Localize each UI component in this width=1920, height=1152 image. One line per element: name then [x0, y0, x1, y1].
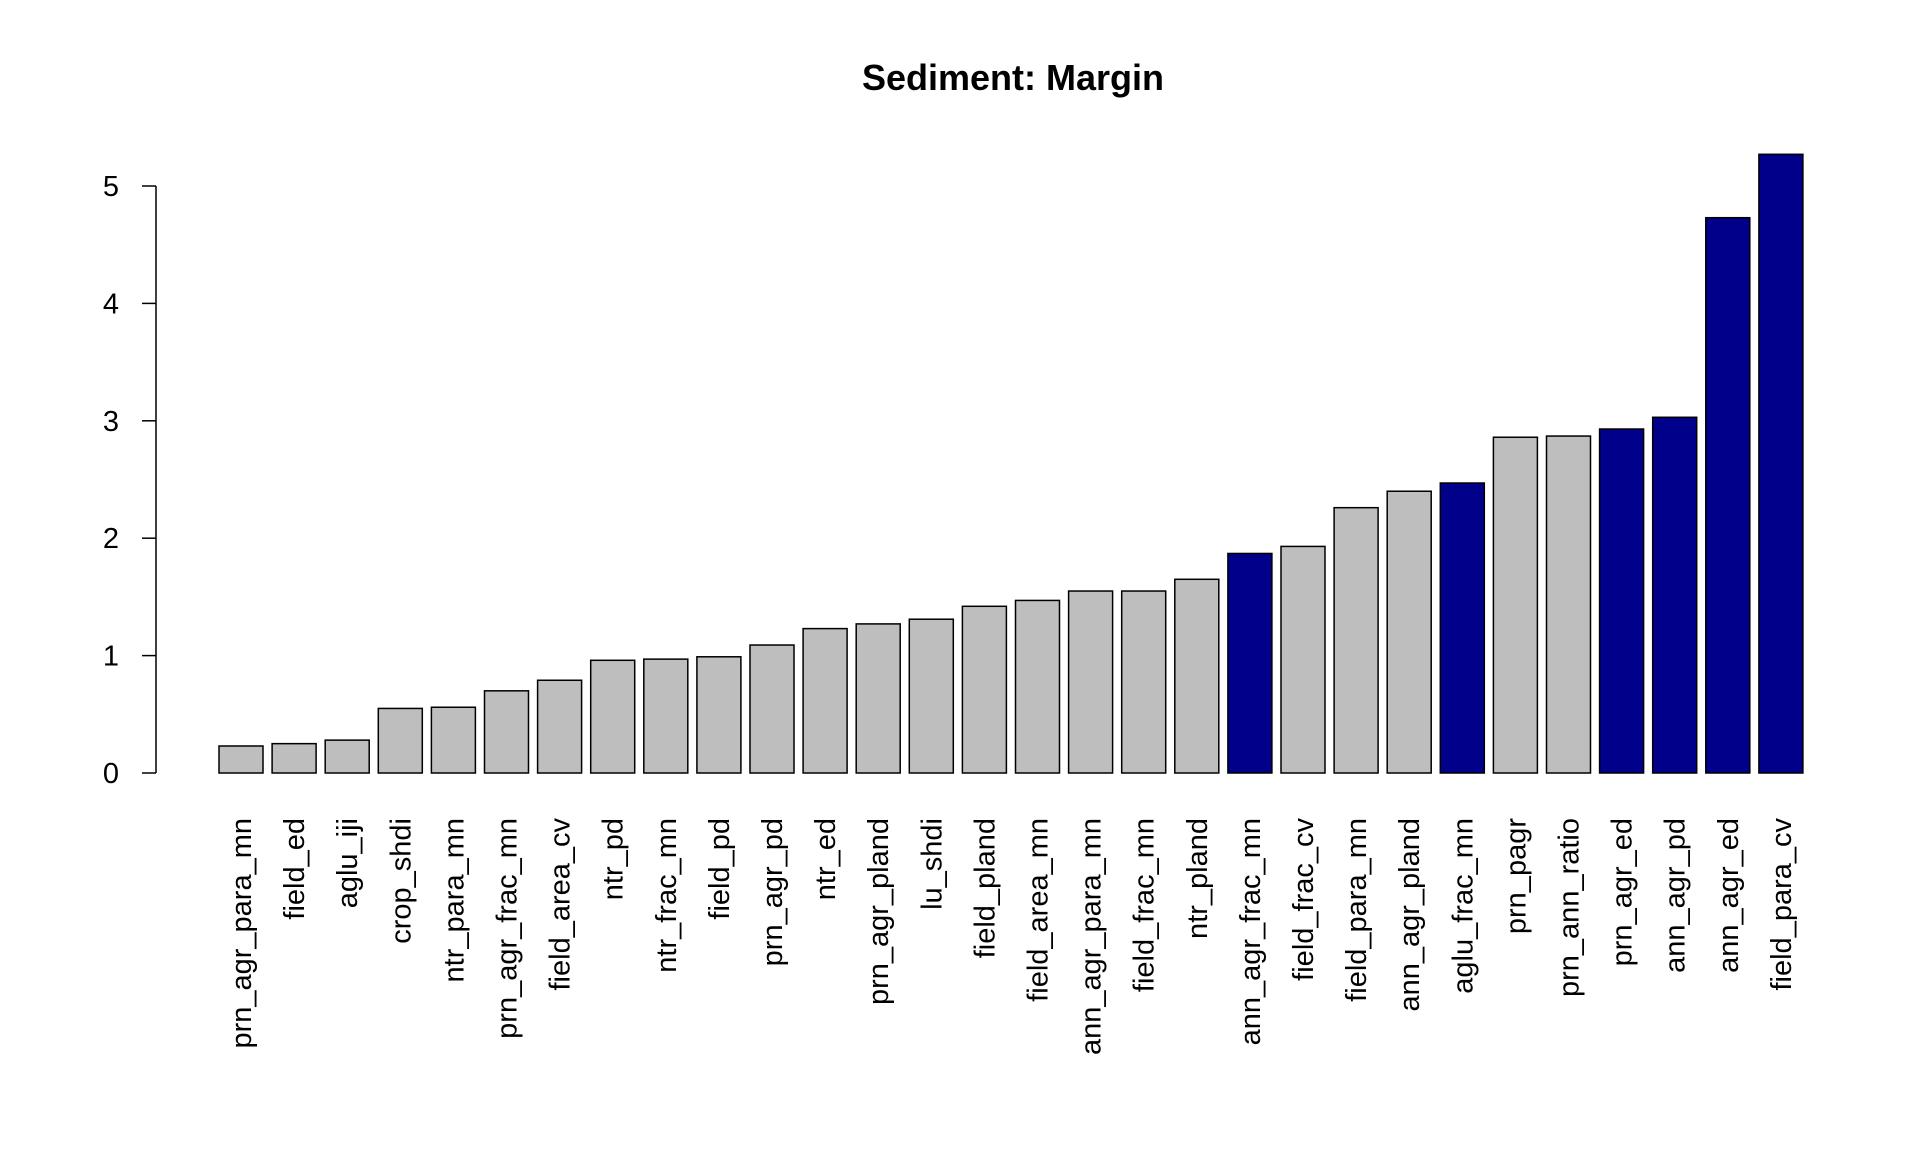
- bar: [1120, 590, 1167, 774]
- bar: [1333, 506, 1379, 774]
- x-category-label: prn_agr_ed: [1607, 818, 1639, 966]
- x-category-label: prn_pagr: [1500, 818, 1532, 934]
- x-category-label: prn_agr_pd: [757, 818, 789, 966]
- x-category-label: ntr_ed: [810, 818, 842, 900]
- bar: [271, 742, 317, 774]
- y-tick-label: 4: [103, 288, 119, 320]
- bar: [1067, 590, 1114, 774]
- x-category-label: ntr_frac_mn: [651, 818, 683, 973]
- bar: [377, 707, 424, 774]
- bar: [324, 739, 370, 774]
- y-tick-label: 5: [103, 171, 119, 203]
- bar: [1705, 216, 1751, 774]
- x-category-label: field_pland: [969, 818, 1001, 958]
- bar: [696, 656, 742, 774]
- x-category-label: lu_shdi: [916, 818, 948, 910]
- bar-series: [218, 153, 1804, 774]
- y-tick-label: 3: [103, 406, 119, 438]
- chart-title: Sediment: Margin: [862, 57, 1164, 98]
- x-category-label: ntr_pland: [1182, 818, 1214, 939]
- y-axis: 0 1 2 3 4 5: [103, 171, 157, 790]
- bar: [1280, 545, 1326, 774]
- x-category-label: field_ed: [279, 818, 311, 920]
- y-tick-label: 2: [103, 523, 119, 555]
- bar: [1598, 428, 1645, 774]
- x-category-label: ann_agr_pd: [1660, 818, 1692, 973]
- x-category-label: aglu_frac_mn: [1447, 818, 1479, 994]
- bar: [1651, 416, 1698, 774]
- x-category-label: prn_ann_ratio: [1554, 818, 1586, 997]
- bar: [961, 605, 1008, 774]
- bar: [536, 679, 583, 774]
- bar: [1492, 436, 1539, 774]
- x-category-label: field_pd: [704, 818, 736, 920]
- bar: [589, 659, 636, 774]
- x-category-label: ntr_pd: [598, 818, 630, 900]
- x-category-label: aglu_iji: [332, 818, 364, 908]
- x-category-label: prn_agr_para_mn: [226, 818, 258, 1049]
- x-category-label: prn_agr_frac_mn: [492, 818, 524, 1039]
- x-category-label: crop_shdi: [385, 818, 417, 944]
- category-labels: prn_agr_para_mn field_ed aglu_iji crop_shdi…: [226, 818, 1798, 1056]
- bar: [908, 618, 955, 774]
- bar: [1386, 490, 1432, 774]
- bar: [1014, 599, 1061, 774]
- x-category-label: prn_agr_pland: [863, 818, 895, 1005]
- x-category-label: ann_agr_ed: [1713, 818, 1745, 973]
- x-category-label: field_frac_mn: [1129, 818, 1161, 992]
- bar: [483, 690, 530, 774]
- x-category-label: ann_agr_para_mn: [1076, 818, 1108, 1055]
- bar: [1545, 435, 1592, 774]
- y-tick-label: 0: [103, 758, 119, 790]
- x-category-label: field_area_mn: [1023, 818, 1055, 1002]
- y-tick-label: 1: [103, 641, 119, 673]
- x-category-label: field_area_cv: [545, 818, 577, 991]
- bar: [430, 706, 477, 774]
- bar: [1174, 578, 1220, 774]
- bar: [1439, 482, 1486, 774]
- bar: [1758, 153, 1804, 774]
- x-category-label: field_para_cv: [1766, 818, 1798, 991]
- bar: [643, 658, 689, 774]
- x-category-label: ann_agr_pland: [1394, 818, 1426, 1012]
- bar: [802, 627, 848, 774]
- x-category-label: field_para_mn: [1341, 818, 1373, 1002]
- x-category-label: ann_agr_frac_mn: [1235, 818, 1267, 1045]
- x-category-label: ntr_para_mn: [438, 818, 470, 982]
- bar: [855, 623, 901, 774]
- bar: [749, 644, 795, 774]
- bar: [1227, 552, 1273, 774]
- bar: [218, 745, 264, 774]
- x-category-label: field_frac_cv: [1288, 818, 1320, 981]
